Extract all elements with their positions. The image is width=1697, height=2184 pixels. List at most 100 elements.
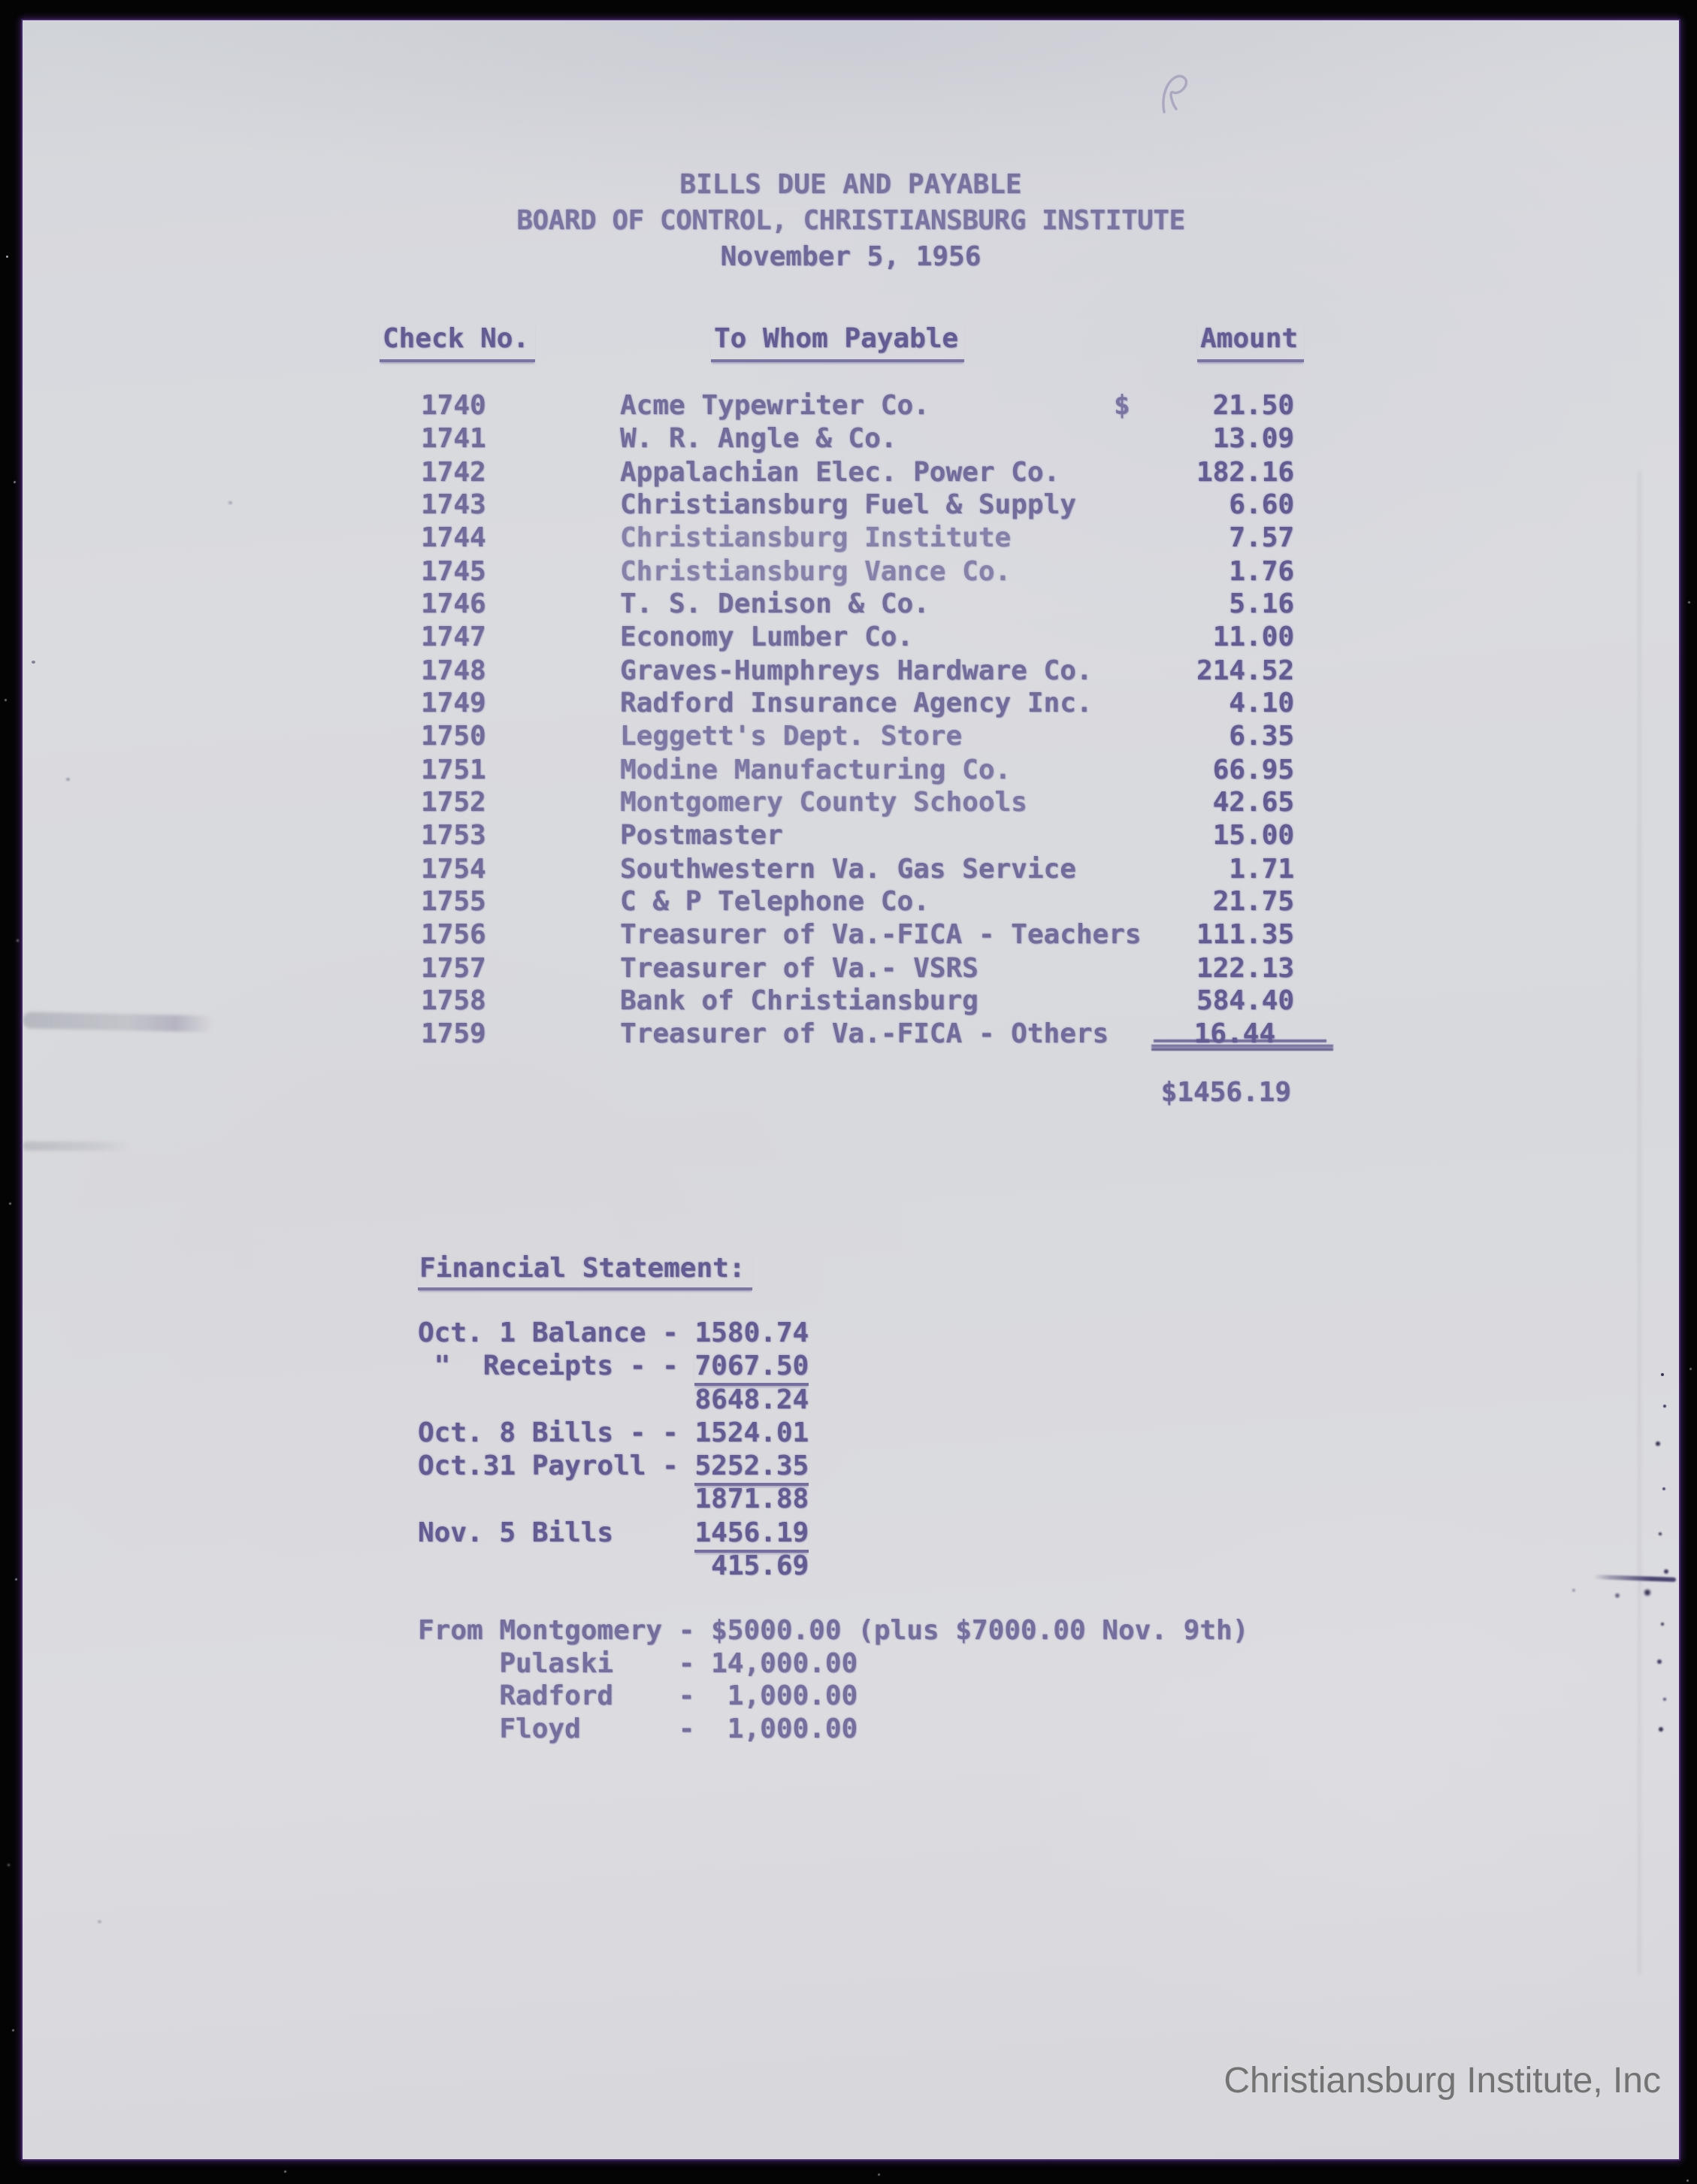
check-no-cell: 1755 xyxy=(421,886,486,917)
payee-cell: T. S. Denison & Co. xyxy=(620,588,930,619)
financial-line-label: Oct. 8 Bills - - xyxy=(418,1417,695,1448)
payee-cell: Treasurer of Va.-FICA - Others xyxy=(620,1018,1109,1049)
financial-line: Oct. 1 Balance - 1580.74 xyxy=(418,1317,809,1350)
contribution-line: Pulaski - 14,000.00 xyxy=(418,1647,858,1679)
amount-cell: 4.10 xyxy=(1229,688,1294,718)
payee-cell: Christiansburg Institute xyxy=(620,522,1012,553)
table-row: 1757 Treasurer of Va.- VSRS 122.13 xyxy=(23,953,1679,986)
payee-cell: Treasurer of Va.-FICA - Teachers xyxy=(620,919,1142,950)
payee-cell: Treasurer of Va.- VSRS xyxy=(620,953,979,984)
table-row: 1753 Postmaster 15.00 xyxy=(23,820,1679,853)
amount-cell: 7.57 xyxy=(1229,522,1294,553)
bills-table-rows: 1740 $ Acme Typewriter Co. 21.50 1741 W. R. A… xyxy=(23,390,1679,1051)
amount-cell: 182.16 xyxy=(1196,457,1294,488)
financial-line: 415.69 xyxy=(418,1550,809,1583)
financial-line-label xyxy=(418,1550,711,1581)
payee-cell: Postmaster xyxy=(620,820,783,851)
amount-cell: 6.35 xyxy=(1229,721,1294,752)
financial-line-label xyxy=(418,1384,694,1415)
financial-line-label: Oct.31 Payroll - xyxy=(418,1450,695,1482)
financial-line-label: Oct. 1 Balance - xyxy=(418,1317,695,1348)
payee-cell: W. R. Angle & Co. xyxy=(620,423,897,454)
financial-line-value: 5252.35 xyxy=(694,1450,809,1487)
table-row: 1748 Graves-Humphreys Hardware Co. 214.52 xyxy=(23,655,1679,688)
table-row: 1750 Leggett's Dept. Store 6.35 xyxy=(23,721,1679,754)
payee-cell: C & P Telephone Co. xyxy=(620,886,930,917)
scanned-document-page: BILLS DUE AND PAYABLE BOARD OF CONTROL, … xyxy=(22,20,1679,2159)
payee-cell: Modine Manufacturing Co. xyxy=(620,755,1012,785)
table-row: 1754 Southwestern Va. Gas Service 1.71 xyxy=(23,854,1679,887)
amount-cell: 5.16 xyxy=(1229,588,1294,619)
financial-line-value: 1524.01 xyxy=(694,1417,809,1448)
edge-ink-dash xyxy=(1593,1574,1677,1582)
paper-specks xyxy=(32,661,35,664)
column-header-amount: Amount xyxy=(1197,323,1305,362)
edge-ink-speckles xyxy=(1661,1373,1664,1376)
payee-cell: Economy Lumber Co. xyxy=(620,622,914,652)
pen-mark xyxy=(1162,74,1188,113)
check-no-cell: 1747 xyxy=(421,622,486,652)
table-row: 1746 T. S. Denison & Co. 5.16 xyxy=(23,588,1679,622)
table-row: 1759 Treasurer of Va.-FICA - Others 16.44 xyxy=(23,1018,1679,1051)
check-no-cell: 1759 xyxy=(421,1018,486,1049)
amount-cell: 584.40 xyxy=(1196,985,1294,1016)
amount-cell: 21.50 xyxy=(1212,390,1294,421)
table-row: 1744 Christiansburg Institute 7.57 xyxy=(23,522,1679,555)
amount-cell: 1.76 xyxy=(1229,556,1294,587)
table-row: 1749 Radford Insurance Agency Inc. 4.10 xyxy=(23,688,1679,721)
financial-line-value: 7067.50 xyxy=(694,1351,809,1387)
table-row: 1745 Christiansburg Vance Co. 1.76 xyxy=(23,556,1679,589)
paper-crease-smudge-small xyxy=(23,1142,132,1151)
check-no-cell: 1744 xyxy=(421,522,486,553)
financial-line-value: 1456.19 xyxy=(694,1517,809,1553)
amount-cell: 13.09 xyxy=(1212,423,1294,454)
table-row: 1741 W. R. Angle & Co. 13.09 xyxy=(23,423,1679,456)
financial-line-label xyxy=(418,1484,694,1514)
amount-cell: 15.00 xyxy=(1212,820,1294,851)
payee-cell: Appalachian Elec. Power Co. xyxy=(620,457,1060,488)
payee-cell: Montgomery County Schools xyxy=(620,787,1027,818)
financial-line: Nov. 5 Bills 1456.19 xyxy=(418,1517,809,1553)
check-no-cell: 1754 xyxy=(421,854,486,885)
document-date: November 5, 1956 xyxy=(720,241,982,272)
document-title: BILLS DUE AND PAYABLE xyxy=(679,169,1022,200)
paper-edge-crease xyxy=(1638,471,1641,1974)
total-rule xyxy=(1151,1045,1333,1051)
amount-cell: 122.13 xyxy=(1196,953,1294,984)
amount-cell: 214.52 xyxy=(1196,655,1294,686)
financial-line: 1871.88 xyxy=(418,1483,809,1516)
financial-line: 8648.24 xyxy=(418,1384,809,1417)
payee-cell: Christiansburg Vance Co. xyxy=(620,556,1012,587)
table-row: 1758 Bank of Christiansburg 584.40 xyxy=(23,985,1679,1018)
amount-column-underline xyxy=(1154,1039,1326,1042)
payee-cell: Graves-Humphreys Hardware Co. xyxy=(620,655,1093,686)
table-row: 1756 Treasurer of Va.-FICA - Teachers 111.… xyxy=(23,919,1679,952)
check-no-cell: 1746 xyxy=(421,588,486,619)
check-no-cell: 1750 xyxy=(421,721,486,752)
table-row: 1755 C & P Telephone Co. 21.75 xyxy=(23,886,1679,919)
payee-cell: Bank of Christiansburg xyxy=(620,985,979,1016)
table-row: 1747 Economy Lumber Co. 11.00 xyxy=(23,622,1679,655)
amount-cell: 6.60 xyxy=(1229,489,1294,520)
table-row: 1740 $ Acme Typewriter Co. 21.50 xyxy=(23,390,1679,423)
column-header-check-no: Check No. xyxy=(380,323,536,362)
archive-watermark: Christiansburg Institute, Inc xyxy=(1224,2061,1661,2101)
check-no-cell: 1758 xyxy=(421,985,486,1016)
table-row: 1752 Montgomery County Schools 42.65 xyxy=(23,787,1679,820)
check-no-cell: 1748 xyxy=(421,655,486,686)
check-no-cell: 1740 xyxy=(421,390,486,421)
county-contributions: From Montgomery - $5000.00 (plus $7000.0… xyxy=(418,1614,1248,1745)
payee-cell: Acme Typewriter Co. xyxy=(620,390,930,421)
financial-statement-lines: Oct. 1 Balance - 1580.74 " Receipts - - … xyxy=(418,1317,809,1583)
amount-cell: 16.44 xyxy=(1193,1018,1275,1049)
amount-cell: 42.65 xyxy=(1212,787,1294,818)
financial-line-label: " Receipts - - xyxy=(418,1351,695,1382)
financial-line-label: Nov. 5 Bills xyxy=(418,1517,695,1548)
amount-cell: 1.71 xyxy=(1229,854,1294,885)
scanner-dust-specks xyxy=(6,256,8,258)
table-row: 1742 Appalachian Elec. Power Co. 182.16 xyxy=(23,457,1679,490)
payee-cell: Southwestern Va. Gas Service xyxy=(620,854,1076,885)
financial-line-value: 8648.24 xyxy=(694,1384,809,1415)
check-no-cell: 1742 xyxy=(421,457,486,488)
